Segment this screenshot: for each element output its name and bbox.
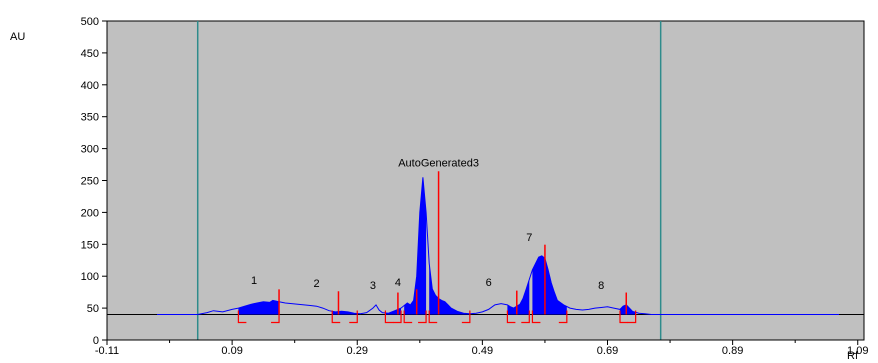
peak-fill-5 <box>429 263 470 315</box>
y-tick-label-50: 50 <box>87 303 99 315</box>
peak-start-bracket <box>384 310 394 324</box>
peak-marks-6 <box>506 290 530 324</box>
x-tick-label-2: 0.29 <box>347 345 368 357</box>
peak-start-bracket <box>403 310 413 324</box>
y-tick-label-450: 450 <box>81 48 99 60</box>
peak-label-1: 1 <box>251 275 257 287</box>
y-tick-label-250: 250 <box>81 176 99 188</box>
y-tick-label-0: 0 <box>93 335 99 347</box>
x-tick-label-1: 0.09 <box>221 345 242 357</box>
peak-marks-4 <box>403 289 427 324</box>
peak-label-6: 6 <box>486 277 492 289</box>
x-tick-label-0: -0.11 <box>95 345 119 357</box>
peak-marks-3 <box>384 292 402 324</box>
axes: 0 50 100 150 200 250 300 350 400 450 500 -0.11 0.09 0… <box>81 16 869 357</box>
peak-marks-7 <box>531 244 568 324</box>
peak-start-bracket <box>531 310 541 324</box>
peak-label-8: 8 <box>598 280 604 292</box>
x-tick-label-5: 0.89 <box>722 345 743 357</box>
peak-marks-2 <box>331 291 358 324</box>
peak-start-bracket <box>619 310 629 324</box>
plot-area <box>106 20 865 341</box>
peak-end-bracket <box>418 310 427 324</box>
peak-end-bracket <box>271 310 280 324</box>
peak-fill-6 <box>507 279 530 315</box>
peak-end-bracket <box>521 310 530 324</box>
peak-start-bracket <box>506 310 516 324</box>
peak-fill-8 <box>620 304 636 315</box>
x-tick-label-3: 0.49 <box>472 345 493 357</box>
peak-labels: 1 2 3 4 AutoGenerated3 6 7 8 <box>251 157 604 291</box>
y-tick-label-350: 350 <box>81 112 99 124</box>
vertical-markers <box>196 21 662 340</box>
y-tick-label-200: 200 <box>81 207 99 219</box>
peak-marks-1 <box>237 289 280 324</box>
peak-label-4: 4 <box>395 277 401 289</box>
x-axis-label: Rf <box>847 350 859 362</box>
peak-start-bracket <box>428 310 438 324</box>
peak-end-bracket <box>627 310 637 324</box>
peak-end-bracket <box>349 310 358 324</box>
peak-start-bracket <box>237 310 247 324</box>
x-tick-label-4: 0.69 <box>597 345 618 357</box>
y-tick-label-300: 300 <box>81 144 99 156</box>
y-tick-label-500: 500 <box>81 16 99 28</box>
peak-end-bracket <box>393 310 402 324</box>
y-axis-label: AU <box>10 31 25 43</box>
peak-marks-8 <box>619 292 637 324</box>
y-tick-label-150: 150 <box>81 239 99 251</box>
trace-layer <box>157 177 839 315</box>
peak-label-2: 2 <box>314 278 320 290</box>
peak-end-bracket <box>558 310 568 324</box>
peak-label-5: AutoGenerated3 <box>398 157 479 169</box>
peak-label-7: 7 <box>526 232 532 244</box>
peak-start-bracket <box>331 310 341 324</box>
y-tick-label-400: 400 <box>81 80 99 92</box>
peak-fill-4 <box>404 179 427 315</box>
peak-fill-1 <box>238 300 280 315</box>
x-tick-label-6: 1.09 <box>847 345 868 357</box>
peak-marks-5 <box>428 171 471 324</box>
peak-end-bracket <box>461 310 471 324</box>
peak-fill-7 <box>532 255 567 315</box>
trace-line <box>157 177 839 315</box>
peak-integration-marks <box>237 171 637 324</box>
peak-label-3: 3 <box>370 280 376 292</box>
y-tick-label-100: 100 <box>81 271 99 283</box>
